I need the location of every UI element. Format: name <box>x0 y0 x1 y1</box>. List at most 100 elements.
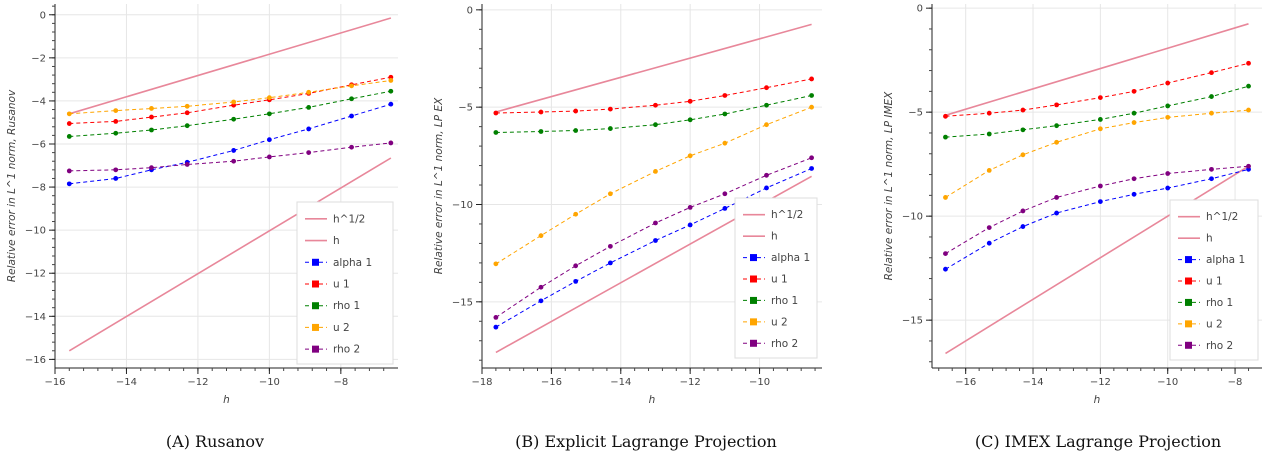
y-tick-label: −16 <box>25 355 46 366</box>
legend-label: h <box>771 231 778 243</box>
x-tick-label: −14 <box>116 377 137 388</box>
data-point <box>1054 210 1059 216</box>
data-point <box>1131 88 1137 94</box>
series-line <box>945 165 1249 355</box>
data-point <box>493 110 499 116</box>
data-point <box>538 284 544 290</box>
y-tick-label: 0 <box>40 10 46 21</box>
data-point <box>349 144 354 150</box>
data-point <box>943 251 948 256</box>
y-tick-label: −4 <box>31 96 46 107</box>
legend-swatch-marker <box>750 318 757 326</box>
series-line <box>495 78 812 114</box>
x-tick-label: −16 <box>955 377 976 388</box>
data-point <box>1097 95 1103 100</box>
figure-caption: (C) IMEX Lagrange Projection <box>975 432 1221 451</box>
data-point <box>306 126 312 132</box>
data-point <box>538 109 544 115</box>
x-tick-label: −14 <box>610 377 631 388</box>
y-axis-title: Relative error in L^1 norm, LP EX <box>433 97 445 274</box>
legend-swatch-marker <box>1185 320 1192 328</box>
legend-swatch-marker <box>750 254 757 262</box>
series-alpha-1 <box>493 166 814 330</box>
data-point <box>1097 199 1103 205</box>
data-point <box>1165 80 1171 86</box>
x-tick-label: −8 <box>1228 377 1243 388</box>
data-point <box>184 123 190 129</box>
data-point <box>687 117 693 123</box>
data-point <box>1246 60 1251 66</box>
data-point <box>149 127 154 133</box>
data-point <box>113 118 119 124</box>
series-rho-2 <box>943 163 1251 256</box>
legend-swatch-marker <box>312 280 319 288</box>
data-point <box>809 155 814 161</box>
series-line <box>495 95 812 133</box>
data-point <box>66 121 72 126</box>
data-point <box>722 205 728 211</box>
legend-swatch-marker <box>312 258 319 266</box>
legend-label: rho 2 <box>333 344 360 356</box>
y-tick-label: 0 <box>467 5 473 16</box>
data-point <box>809 166 814 171</box>
x-tick-label: −12 <box>1090 377 1111 388</box>
data-point <box>1131 120 1137 125</box>
data-point <box>1097 183 1103 189</box>
y-tick-label: 0 <box>917 4 923 15</box>
y-tick-label: −2 <box>31 53 46 64</box>
data-point <box>607 191 613 197</box>
legend-swatch-marker <box>1185 256 1192 264</box>
data-point <box>231 116 237 122</box>
legend: h^1/2 h alpha 1 u 1 rho 1 u 2 rho 2 <box>734 197 818 359</box>
y-tick-label: −15 <box>902 316 923 327</box>
data-point <box>653 102 658 108</box>
legend-box <box>1169 199 1259 361</box>
data-point <box>687 153 693 159</box>
legend-swatch-marker <box>1185 298 1192 306</box>
data-point <box>764 85 769 91</box>
data-point <box>388 78 394 83</box>
data-point <box>722 111 728 117</box>
legend-swatch-marker <box>312 323 319 331</box>
data-point <box>573 128 579 133</box>
series-rho-1 <box>66 88 394 139</box>
x-tick-label: −10 <box>1157 377 1178 388</box>
data-point <box>687 205 693 210</box>
data-point <box>1209 110 1214 116</box>
legend-swatch-marker <box>750 275 757 283</box>
data-point <box>764 172 769 178</box>
series-line <box>495 168 812 328</box>
y-axis-title: Relative error in L^1 norm, Rusanov <box>6 89 18 282</box>
legend-swatch-marker <box>1185 341 1192 349</box>
legend: h^1/2 h alpha 1 u 1 rho 1 u 2 rho 2 <box>1169 199 1259 361</box>
y-tick-label: −10 <box>452 200 473 211</box>
y-axis-title: Relative error in L^1 norm, LP IMEX <box>883 91 895 281</box>
series-alpha-1 <box>943 166 1251 272</box>
data-point <box>538 129 544 134</box>
x-tick-label: −10 <box>749 377 770 388</box>
data-point <box>184 103 190 109</box>
series-u-2 <box>493 104 814 267</box>
data-point <box>943 113 948 119</box>
data-point <box>986 225 992 231</box>
series-line <box>69 17 392 115</box>
data-point <box>573 278 579 284</box>
data-point <box>1209 70 1214 76</box>
series-h <box>68 157 392 352</box>
series-line <box>69 90 391 137</box>
data-point <box>1131 176 1137 182</box>
legend-label: u 2 <box>771 316 788 328</box>
legend-swatch-marker <box>312 345 319 353</box>
series-u-2 <box>943 107 1251 200</box>
x-tick-label: −16 <box>541 377 562 388</box>
series-line <box>69 103 392 185</box>
x-tick-label: −8 <box>333 377 348 388</box>
data-point <box>809 104 814 110</box>
data-point <box>1209 176 1214 182</box>
data-point <box>538 298 544 304</box>
x-tick-label: −10 <box>259 377 280 388</box>
series-line <box>945 23 1249 117</box>
data-point <box>653 220 658 226</box>
y-tick-label: −10 <box>25 226 46 237</box>
